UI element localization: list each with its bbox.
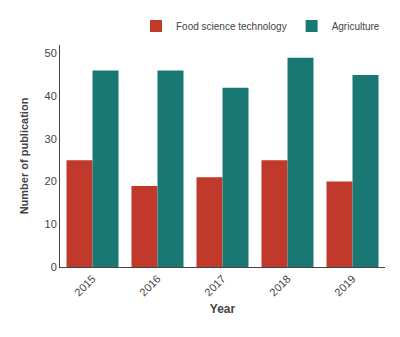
svg-text:2016: 2016 bbox=[137, 273, 163, 299]
svg-text:2015: 2015 bbox=[72, 273, 98, 299]
svg-text:10: 10 bbox=[45, 218, 57, 230]
svg-text:Year: Year bbox=[210, 302, 236, 316]
svg-text:2017: 2017 bbox=[202, 273, 228, 299]
svg-text:Food science technology: Food science technology bbox=[176, 21, 287, 32]
svg-text:40: 40 bbox=[45, 90, 57, 102]
svg-text:Agriculture: Agriculture bbox=[332, 21, 380, 32]
svg-text:50: 50 bbox=[45, 47, 57, 59]
svg-text:0: 0 bbox=[51, 261, 57, 273]
svg-text:30: 30 bbox=[45, 133, 57, 145]
svg-text:20: 20 bbox=[45, 175, 57, 187]
svg-text:2019: 2019 bbox=[332, 273, 358, 299]
svg-text:Number of publication: Number of publication bbox=[18, 97, 30, 214]
svg-text:2018: 2018 bbox=[267, 273, 293, 299]
